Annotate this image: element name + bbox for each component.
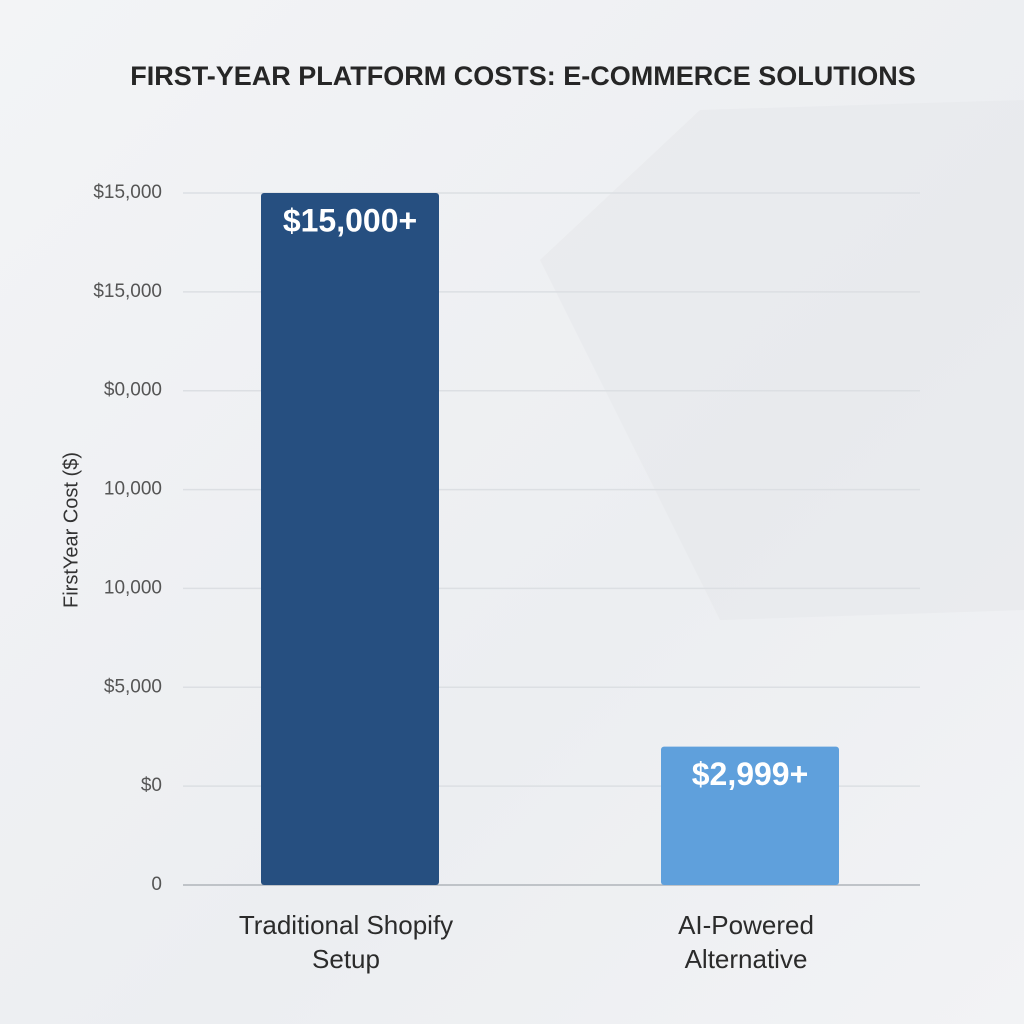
value-label: $2,999+ bbox=[692, 756, 809, 792]
y-tick-label: $5,000 bbox=[104, 676, 162, 697]
bar bbox=[261, 193, 439, 885]
background-shape bbox=[540, 100, 1024, 620]
y-tick-label: $15,000 bbox=[93, 182, 162, 203]
y-axis-label: FirstYear Cost ($) bbox=[60, 452, 82, 608]
x-tick-label: AI-Powered Alternative bbox=[678, 910, 814, 974]
value-label: $15,000+ bbox=[283, 202, 417, 238]
y-tick-label: 10,000 bbox=[104, 577, 162, 598]
y-tick-label: $0,000 bbox=[104, 380, 162, 401]
y-tick-label: $0 bbox=[141, 775, 162, 796]
y-tick-label: 10,000 bbox=[104, 479, 162, 500]
bar bbox=[661, 746, 839, 885]
y-tick-label: 0 bbox=[151, 874, 162, 895]
y-tick-label: $15,000 bbox=[93, 281, 162, 302]
chart-title: FIRST-YEAR PLATFORM COSTS: E-COMMERCE SO… bbox=[130, 61, 916, 91]
x-tick-label: Traditional Shopify Setup bbox=[238, 910, 454, 974]
